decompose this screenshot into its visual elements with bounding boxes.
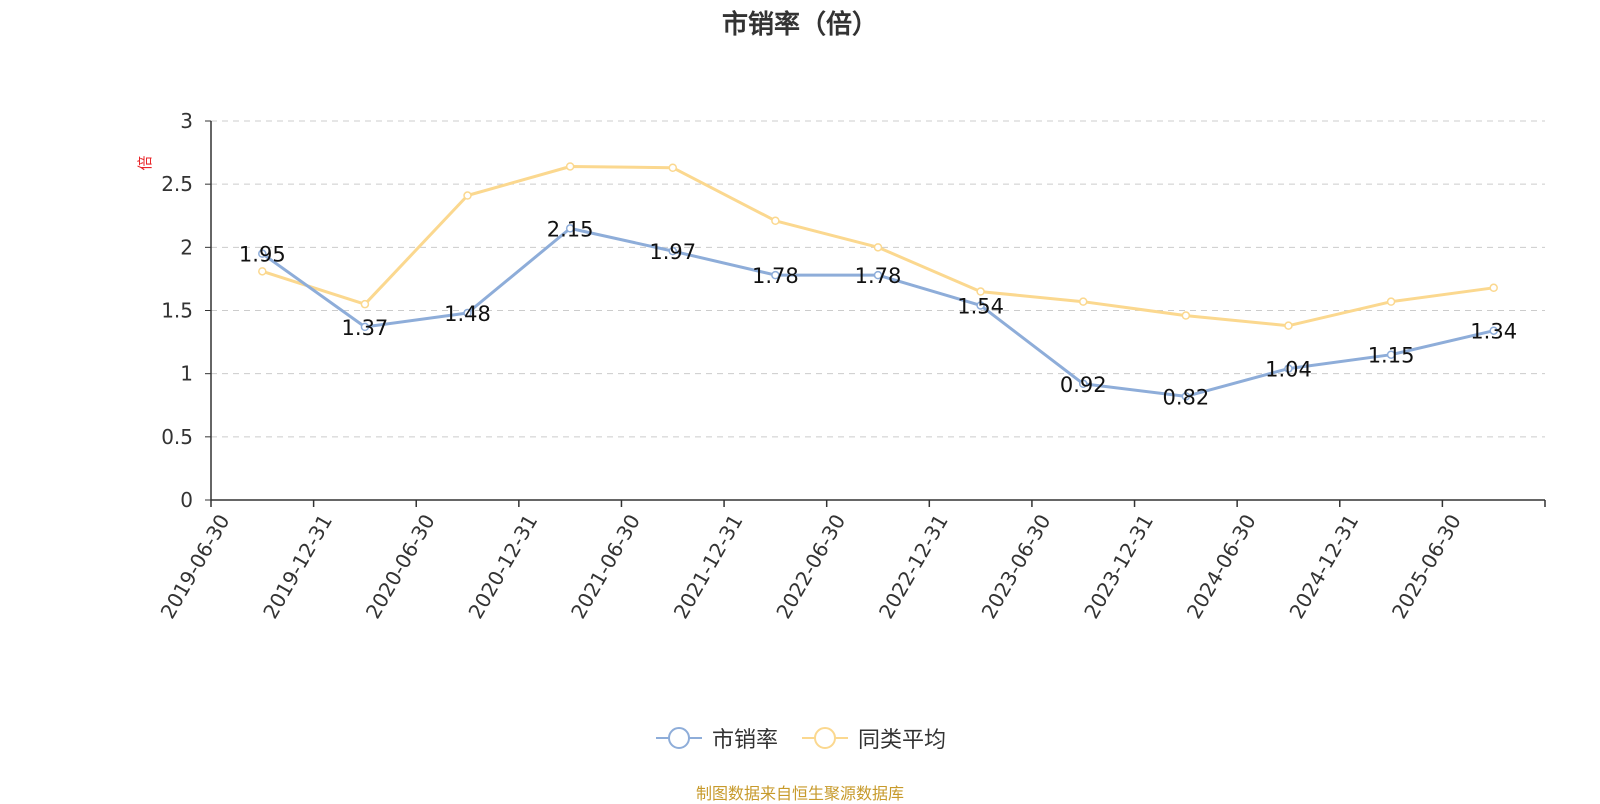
series-1-point — [463, 308, 472, 318]
data-label: 1.04 — [1265, 358, 1312, 382]
x-tick-label: 2021-12-31 — [669, 510, 748, 623]
data-label: 1.34 — [1470, 320, 1517, 344]
series-2-point — [976, 287, 985, 296]
legend-label: 同类平均 — [858, 728, 947, 753]
y-tick-label: 2.5 — [161, 172, 193, 196]
legend-label: 市销率 — [711, 728, 778, 753]
series-2-point — [668, 163, 678, 172]
x-tick-label: 2023-12-31 — [1079, 510, 1158, 623]
series-1-point — [1078, 379, 1088, 389]
series-2-point — [1489, 283, 1498, 293]
series-2-point — [1284, 321, 1293, 330]
series-2-point — [873, 243, 883, 252]
legend-item-series-1[interactable]: 市销率 — [654, 722, 778, 754]
x-tick-label: 2020-12-31 — [463, 510, 542, 623]
y-tick-label: 1 — [180, 362, 193, 386]
series-2-point — [1078, 297, 1088, 306]
data-label: 1.97 — [649, 240, 696, 264]
series-1-point — [976, 301, 985, 310]
data-label: 0.82 — [1162, 385, 1209, 409]
y-tick-label: 3 — [180, 109, 193, 133]
data-label: 1.15 — [1368, 344, 1415, 368]
y-tick-label: 0.5 — [161, 425, 193, 449]
data-label: 0.92 — [1060, 373, 1107, 397]
y-tick-label: 2 — [180, 235, 193, 259]
x-tick-label: 2019-06-30 — [156, 510, 235, 623]
x-tick-label: 2022-12-31 — [874, 510, 953, 623]
line-chart: 0 0.5 1 1.5 2 2.5 3 倍 2019-06-30 2019-12-31 2020-0… — [136, 109, 1546, 623]
series-2-point — [565, 162, 575, 171]
series-1-point — [258, 249, 267, 258]
data-label: 1.95 — [239, 243, 286, 267]
y-axis-label: 倍 — [136, 155, 154, 170]
series-2-point — [1181, 311, 1191, 320]
legend-line-circle-icon — [655, 727, 702, 749]
x-tick-label: 2020-06-30 — [361, 510, 440, 623]
x-tick-label: 2019-12-31 — [258, 510, 337, 623]
data-label: 1.54 — [957, 294, 1004, 318]
legend: 市销率 同类平均 — [0, 722, 1600, 754]
data-label: 1.37 — [342, 316, 389, 340]
series-1-point — [360, 322, 370, 332]
x-tick-label: 2022-06-30 — [771, 510, 850, 623]
y-tick-label: 1.5 — [161, 299, 193, 323]
chart-title: 市销率（倍） — [721, 10, 878, 40]
x-tick-label: 2024-06-30 — [1182, 510, 1261, 623]
series-1-point — [1284, 364, 1293, 373]
x-tick-label: 2023-06-30 — [977, 510, 1056, 623]
series-2-point — [463, 191, 472, 200]
data-label: 1.78 — [855, 264, 902, 288]
series-1-point — [1181, 392, 1191, 401]
series-2-point — [360, 299, 370, 309]
legend-item-series-2[interactable]: 同类平均 — [800, 722, 946, 754]
data-label: 1.78 — [752, 264, 799, 288]
series-1-point — [565, 224, 575, 233]
y-tick-label: 0 — [180, 488, 193, 512]
series-2-point — [258, 267, 267, 276]
x-tick-label: 2021-06-30 — [566, 510, 645, 623]
series-1-point — [1489, 326, 1498, 335]
data-label: 1.48 — [444, 302, 491, 326]
series-1-point — [873, 270, 883, 280]
series-2-point — [1386, 297, 1396, 306]
series-1-point — [771, 270, 780, 280]
series-1-point — [1386, 350, 1396, 359]
series-1-point — [668, 246, 678, 256]
data-label: 2.15 — [547, 217, 594, 241]
data-source-note: 制图数据来自恒生聚源数据库 — [695, 784, 904, 803]
x-tick-label: 2024-12-31 — [1284, 510, 1363, 623]
series-2-point — [771, 216, 780, 226]
x-tick-label: 2025-06-30 — [1387, 510, 1466, 623]
legend-line-circle-icon — [802, 727, 848, 749]
